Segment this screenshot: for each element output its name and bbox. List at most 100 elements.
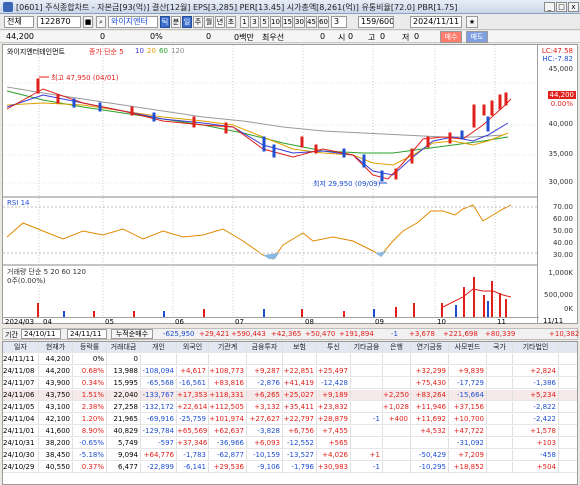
period-tick-button[interactable]: 틱 bbox=[160, 16, 170, 28]
table-cell: +7,209 bbox=[449, 450, 487, 461]
column-header[interactable]: 기관계 bbox=[209, 342, 247, 353]
to-date-input[interactable]: 24/11/11 bbox=[67, 329, 107, 339]
table-row[interactable]: 24/11/07 43,900 0.34% 15,995 -65,568 -16,561 +… bbox=[3, 378, 577, 389]
column-header[interactable]: 은행 bbox=[383, 342, 411, 353]
table-cell: -129,784 bbox=[141, 426, 177, 437]
period-second-button[interactable]: 초 bbox=[226, 16, 236, 28]
min-15-button[interactable]: 15 bbox=[282, 16, 293, 28]
period-year-button[interactable]: 년 bbox=[215, 16, 225, 28]
close-button[interactable]: x bbox=[568, 2, 579, 12]
market-select[interactable]: 전체 bbox=[4, 16, 34, 28]
custom-period-input[interactable]: 3 bbox=[331, 16, 347, 28]
column-header[interactable]: 거래대금 bbox=[107, 342, 141, 353]
min-10-button[interactable]: 10 bbox=[270, 16, 281, 28]
column-header[interactable]: 일자 bbox=[3, 342, 39, 353]
count-input[interactable]: 159/600 bbox=[358, 16, 394, 28]
table-cell bbox=[487, 378, 513, 389]
table-row[interactable]: 24/11/05 43,100 2.38% 27,258 -132,172 +22,614… bbox=[3, 402, 577, 413]
column-header[interactable]: 기타법인 bbox=[513, 342, 559, 353]
column-header[interactable]: 투신 bbox=[317, 342, 351, 353]
table-cell: -3,828 bbox=[247, 426, 283, 437]
maximize-button[interactable]: □ bbox=[556, 2, 567, 12]
search-icon[interactable]: ⌕ bbox=[96, 16, 106, 28]
table-cell: -2,822 bbox=[513, 402, 559, 413]
column-header[interactable]: 외국인 bbox=[177, 342, 209, 353]
date-input[interactable]: 2024/11/11 bbox=[410, 16, 462, 28]
sum-financial: +42,365 bbox=[271, 330, 302, 338]
column-header[interactable]: 기타금융 bbox=[351, 342, 383, 353]
column-header[interactable]: 연기금등 bbox=[411, 342, 449, 353]
column-header[interactable]: 국가 bbox=[487, 342, 513, 353]
table-cell bbox=[351, 366, 383, 377]
table-cell: +25,497 bbox=[317, 366, 351, 377]
table-cell: +7,455 bbox=[317, 426, 351, 437]
column-header[interactable]: 현재가 bbox=[39, 342, 73, 353]
table-row[interactable]: 24/10/31 38,200 -0.65% 5,749 -597 +37,346 -36,… bbox=[3, 438, 577, 449]
high-annotation: 최고 47,950 (04/01) bbox=[51, 74, 119, 82]
table-cell: +27,627 bbox=[247, 414, 283, 425]
table-cell: +504 bbox=[513, 462, 559, 473]
period-day-button[interactable]: 일 bbox=[182, 16, 192, 28]
y-tick-45000: 45,000 bbox=[548, 65, 574, 73]
buy-button[interactable]: 매수 bbox=[440, 31, 462, 43]
minimize-button[interactable]: _ bbox=[544, 2, 555, 12]
min-5-button[interactable]: 5 bbox=[260, 16, 269, 28]
from-date-input[interactable]: 24/10/11 bbox=[21, 329, 61, 339]
table-cell: -1 bbox=[351, 414, 383, 425]
table-cell: +11,946 bbox=[411, 402, 449, 413]
rsi-tick-30: 30.00 bbox=[552, 251, 573, 259]
table-cell: -1,796 bbox=[283, 462, 317, 473]
table-cell: 24/10/30 bbox=[3, 450, 39, 461]
table-cell: +62,637 bbox=[209, 426, 247, 437]
table-row[interactable]: 24/10/30 38,450 -5.18% 9,094 +64,776 -1,783 -6… bbox=[3, 450, 577, 461]
table-cell bbox=[351, 378, 383, 389]
min-1-button[interactable]: 1 bbox=[240, 16, 249, 28]
min-60-button[interactable]: 60 bbox=[318, 16, 329, 28]
change-percent: 0% bbox=[150, 32, 163, 41]
table-cell: -31,092 bbox=[449, 438, 487, 449]
chart-canvas bbox=[3, 45, 539, 317]
table-cell: +6,756 bbox=[283, 426, 317, 437]
stock-code-input[interactable]: 122870 bbox=[37, 16, 81, 28]
sum-foreign: +29,421 bbox=[199, 330, 230, 338]
table-row[interactable]: 24/10/29 40,550 0.37% 6,477 -22,899 -6,141 +29… bbox=[3, 462, 577, 473]
table-cell bbox=[487, 366, 513, 377]
table-row[interactable]: 24/11/11 44,200 0% 0 bbox=[3, 354, 577, 365]
column-header[interactable]: 보험 bbox=[283, 342, 317, 353]
column-header[interactable]: 사모펀드 bbox=[449, 342, 487, 353]
min-30-button[interactable]: 30 bbox=[294, 16, 305, 28]
table-row[interactable]: 24/11/01 41,600 8.90% 40,829 -129,784 +65,569… bbox=[3, 426, 577, 437]
table-cell: -36,966 bbox=[209, 438, 247, 449]
min-45-button[interactable]: 45 bbox=[306, 16, 317, 28]
period-week-button[interactable]: 주 bbox=[193, 16, 203, 28]
favorite-icon[interactable]: ★ bbox=[466, 16, 478, 28]
table-cell: -458 bbox=[513, 450, 559, 461]
table-cell bbox=[351, 438, 383, 449]
best-value: 0 bbox=[320, 32, 326, 41]
column-header[interactable]: 금융투자 bbox=[247, 342, 283, 353]
stock-chart[interactable]: 와이지엔터테인먼트 종가 단순 5 10 20 60 120 최고 47,950… bbox=[2, 44, 578, 326]
period-minute-button[interactable]: 분 bbox=[171, 16, 181, 28]
min-3-button[interactable]: 3 bbox=[250, 16, 259, 28]
table-cell: 43,750 bbox=[39, 390, 73, 401]
table-cell: 43,100 bbox=[39, 402, 73, 413]
table-cell: +9,189 bbox=[317, 390, 351, 401]
table-cell: -2,422 bbox=[513, 414, 559, 425]
mode-select[interactable]: 누적순매수 bbox=[111, 329, 153, 339]
table-cell: +9,287 bbox=[247, 366, 283, 377]
table-row[interactable]: 24/11/08 44,200 0.68% 13,988 -108,094 +4,617 +… bbox=[3, 366, 577, 377]
lock-icon[interactable]: ■ bbox=[83, 16, 93, 28]
low-label: 저 bbox=[402, 33, 410, 42]
table-cell: 38,200 bbox=[39, 438, 73, 449]
sum-individual: -625,950 bbox=[163, 330, 195, 338]
table-row[interactable]: 24/11/06 43,750 1.51% 22,040 -133,767 +17,353… bbox=[3, 390, 577, 401]
column-header[interactable]: 등락률 bbox=[73, 342, 107, 353]
x-tick-08: 08 bbox=[305, 318, 314, 326]
stock-name-field[interactable]: 와이지엔터 bbox=[108, 16, 158, 28]
column-header[interactable]: 개인 bbox=[141, 342, 177, 353]
sell-button[interactable]: 매도 bbox=[466, 31, 488, 43]
table-row[interactable]: 24/11/04 42,100 1.20% 21,965 -69,916 -25,759 +… bbox=[3, 414, 577, 425]
period-month-button[interactable]: 월 bbox=[204, 16, 214, 28]
table-cell: 2.38% bbox=[73, 402, 107, 413]
table-cell: +22,797 bbox=[283, 414, 317, 425]
